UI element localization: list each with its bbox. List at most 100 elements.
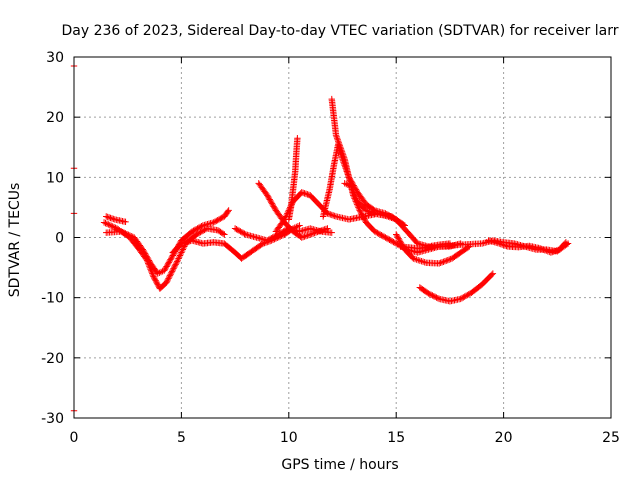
data-series: [485, 237, 570, 256]
data-point-marker: [378, 232, 385, 239]
data-point-marker: [265, 236, 272, 243]
data-series: [319, 141, 454, 250]
data-point-marker: [393, 232, 401, 240]
data-point-marker: [152, 277, 159, 284]
data-point-marker: [168, 268, 176, 275]
data-point-marker: [379, 232, 386, 240]
data-point-marker: [282, 214, 289, 222]
data-point-marker: [140, 247, 147, 255]
x-tick-label: 15: [387, 430, 405, 446]
data-point-marker: [163, 279, 170, 286]
data-point-marker: [143, 253, 150, 260]
data-point-marker: [171, 263, 178, 271]
data-point-marker: [173, 259, 180, 267]
data-point-marker: [194, 225, 201, 232]
data-point-marker: [357, 208, 364, 215]
data-series-layer: [70, 62, 572, 414]
data-point-marker: [464, 291, 471, 299]
data-point-marker: [345, 174, 353, 181]
data-point-marker: [370, 209, 378, 217]
data-point-marker: [163, 263, 170, 270]
data-point-marker: [284, 208, 292, 216]
data-point-marker: [281, 216, 288, 223]
data-point-marker: [435, 260, 443, 267]
data-point-marker: [434, 294, 442, 302]
data-point-marker: [149, 271, 157, 279]
data-point-marker: [264, 193, 272, 200]
data-point-marker: [267, 197, 274, 205]
data-point-marker: [416, 257, 424, 264]
data-point-marker: [309, 230, 317, 237]
data-point-marker: [380, 233, 388, 240]
data-point-marker: [103, 220, 111, 227]
data-point-marker: [142, 251, 150, 259]
data-point-marker: [367, 208, 375, 216]
data-point-marker: [288, 201, 295, 208]
data-point-marker: [307, 231, 314, 238]
data-point-marker: [154, 281, 161, 288]
data-point-marker: [139, 246, 146, 253]
data-point-marker: [372, 210, 379, 217]
data-point-marker: [294, 135, 301, 142]
data-point-marker: [339, 156, 346, 163]
data-point-marker: [268, 235, 275, 242]
data-point-marker: [322, 225, 330, 233]
data-point-marker: [128, 232, 135, 240]
data-point-marker: [321, 226, 328, 233]
data-point-marker: [553, 247, 560, 254]
data-point-marker: [444, 256, 451, 264]
data-point-marker: [269, 234, 276, 241]
data-point-marker: [298, 189, 305, 196]
data-point-marker: [276, 230, 283, 237]
y-tick-label: -30: [41, 411, 64, 427]
data-point-marker: [358, 211, 366, 218]
x-tick-label: 5: [177, 430, 186, 446]
data-point-marker: [543, 247, 550, 254]
data-point-marker: [225, 207, 232, 214]
data-point-marker: [298, 234, 305, 241]
data-point-marker: [145, 255, 152, 263]
data-point-marker: [411, 255, 419, 263]
data-point-marker: [282, 226, 290, 234]
data-point-marker: [168, 253, 176, 261]
data-point-marker: [221, 231, 228, 238]
data-point-marker: [151, 276, 159, 283]
data-series: [255, 180, 331, 241]
data-point-marker: [549, 248, 556, 256]
data-point-marker: [190, 227, 197, 234]
data-point-marker: [347, 183, 355, 190]
data-point-marker: [231, 225, 239, 232]
data-point-marker: [497, 240, 504, 248]
data-point-marker: [103, 213, 110, 220]
data-point-marker: [125, 231, 132, 239]
data-point-marker: [443, 257, 450, 264]
data-point-marker: [437, 259, 444, 267]
data-point-marker: [104, 213, 111, 221]
data-point-marker: [562, 239, 570, 246]
data-point-marker: [332, 132, 340, 139]
data-point-marker: [308, 230, 315, 238]
data-point-marker: [106, 221, 113, 229]
data-point-marker: [318, 227, 325, 234]
y-tick-label: -10: [41, 291, 64, 307]
data-point-marker: [461, 293, 468, 300]
data-point-marker: [241, 230, 248, 237]
data-point-marker: [314, 228, 321, 236]
data-point-marker: [351, 190, 358, 198]
data-point-marker: [375, 230, 382, 237]
data-point-marker: [355, 205, 363, 213]
data-point-marker: [458, 294, 466, 302]
data-point-marker: [328, 211, 335, 219]
data-point-marker: [266, 196, 273, 203]
x-tick-label: 10: [280, 430, 298, 446]
data-point-marker: [126, 232, 134, 239]
data-point-marker: [538, 245, 545, 253]
data-point-marker: [286, 205, 293, 213]
data-point-marker: [302, 232, 310, 240]
tick-layer: 0 5 10 15 20 25 -30 -20 -10 0 10 20 30: [41, 50, 620, 446]
data-point-marker: [410, 255, 417, 262]
data-point-marker: [341, 163, 349, 171]
data-point-marker: [105, 214, 113, 221]
data-point-marker: [153, 280, 161, 287]
